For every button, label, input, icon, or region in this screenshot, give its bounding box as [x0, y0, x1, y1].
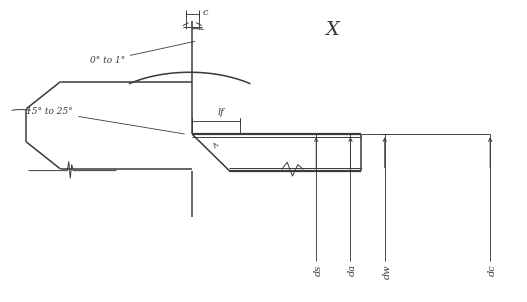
Text: 15° to 25°: 15° to 25°: [26, 107, 184, 134]
Text: X: X: [325, 21, 339, 39]
Text: da: da: [348, 264, 357, 276]
Text: dc: dc: [487, 264, 497, 276]
Text: ds: ds: [314, 264, 323, 275]
Text: dw: dw: [382, 264, 392, 279]
Text: 0° to 1°: 0° to 1°: [90, 41, 195, 65]
Text: <: <: [208, 140, 219, 150]
Text: lf: lf: [218, 108, 225, 117]
Text: c: c: [203, 8, 208, 18]
